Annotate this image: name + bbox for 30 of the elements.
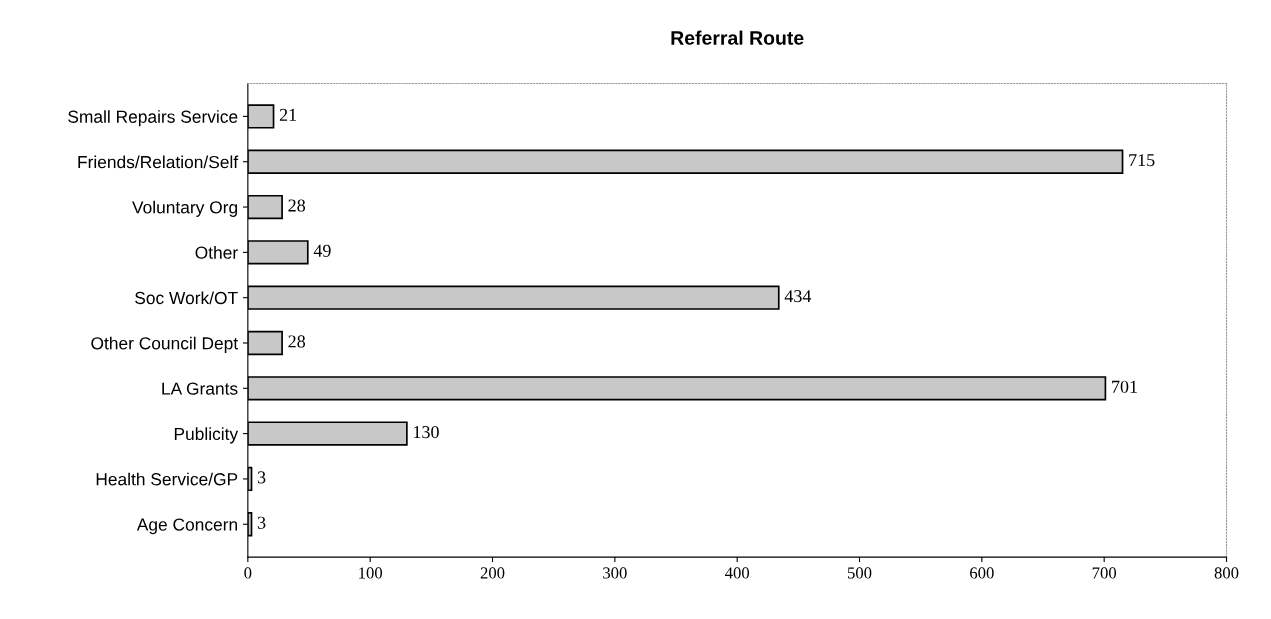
x-tick-label: 600 (970, 567, 994, 579)
data-label: 21 (279, 108, 297, 121)
y-tick-label: Publicity (174, 427, 239, 444)
x-tick-label: 200 (480, 567, 505, 579)
y-tick-label: Other Council Dept (91, 336, 238, 353)
x-tick-label: 500 (847, 567, 872, 579)
y-tick-label: Friends/Relation/Self (78, 155, 239, 169)
data-label: 715 (1129, 154, 1155, 167)
x-tick-label: 300 (603, 567, 627, 579)
data-label: 701 (1112, 380, 1137, 393)
chart-title: Referral Route (671, 30, 804, 45)
data-label: 3 (257, 516, 266, 529)
data-label: 28 (288, 199, 306, 212)
x-tick-label: 700 (1092, 567, 1117, 579)
data-label: 434 (784, 290, 812, 303)
x-tick-label: 800 (1214, 567, 1239, 579)
y-tick-label: Other (195, 246, 238, 259)
x-tick-label: 0 (244, 567, 252, 579)
data-label: 28 (288, 335, 306, 348)
y-tick-label: Age Concern (136, 518, 237, 535)
x-tick-label: 100 (359, 567, 383, 579)
data-label: 130 (414, 425, 439, 439)
y-tick-label: Voluntary Org (132, 200, 238, 217)
data-label: 3 (257, 471, 266, 484)
y-tick-label: LA Grants (162, 382, 238, 395)
x-tick-label: 400 (725, 567, 750, 579)
y-tick-label: Soc Work/OT (135, 291, 238, 305)
y-tick-label: Health Service/GP (96, 472, 238, 486)
data-label: 49 (313, 244, 331, 257)
y-tick-label: Small Repairs Service (68, 110, 238, 127)
